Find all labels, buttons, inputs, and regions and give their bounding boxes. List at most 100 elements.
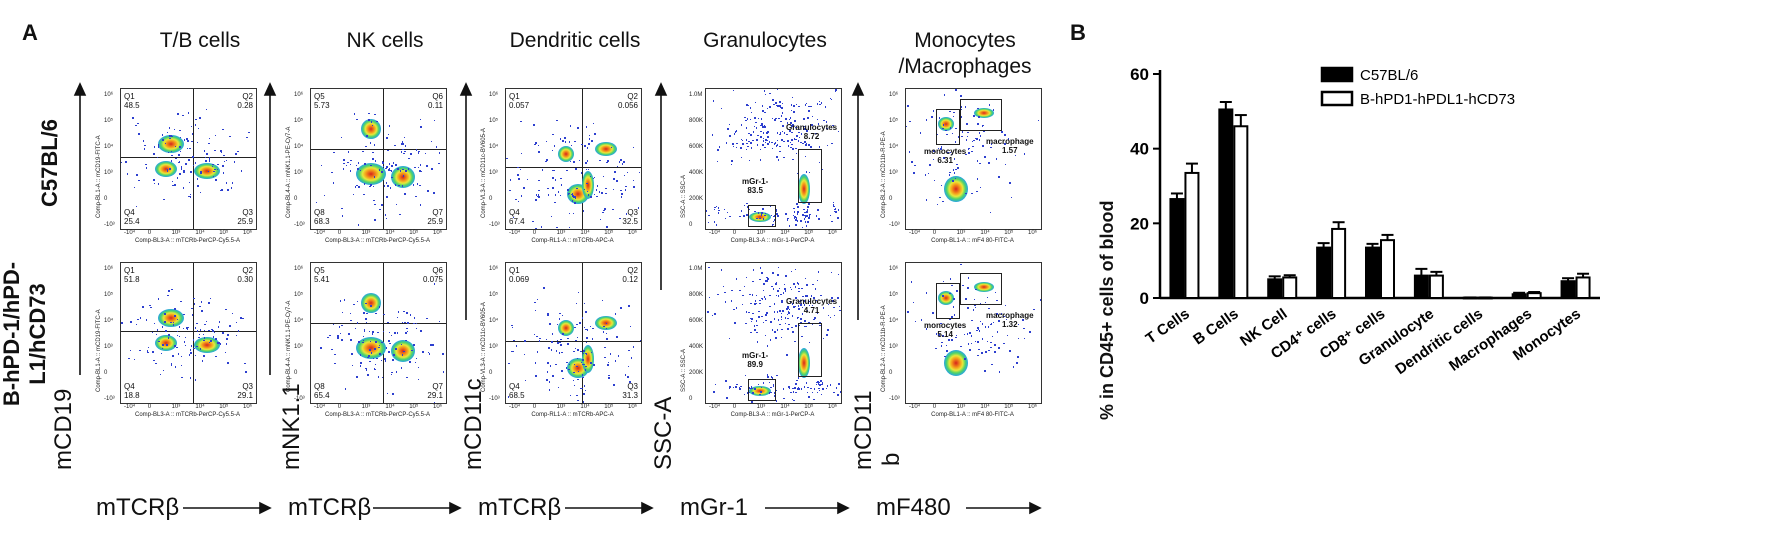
x-tick-label: 10³	[956, 404, 966, 410]
event-dot	[820, 294, 822, 297]
flow-plot-mo-humanized: monocytes 5.14 macrophage 1.32	[905, 262, 1042, 404]
event-dot	[813, 318, 815, 321]
event-dot	[163, 198, 165, 201]
event-dot	[226, 338, 228, 340]
event-dot	[1037, 119, 1040, 122]
event-dot	[953, 111, 955, 114]
event-dot	[776, 143, 779, 146]
density-cluster	[158, 309, 184, 327]
event-dot	[200, 172, 202, 175]
event-dot	[789, 130, 791, 132]
event-dot	[826, 385, 829, 387]
event-dot	[404, 321, 406, 324]
event-dot	[176, 330, 179, 333]
event-dot	[756, 324, 758, 327]
event-dot	[538, 196, 540, 198]
event-dot	[180, 166, 183, 168]
event-dot	[427, 190, 429, 192]
event-dot	[535, 375, 537, 377]
event-dot	[793, 105, 795, 107]
event-dot	[777, 319, 780, 321]
y-tick-label: 20	[1130, 214, 1149, 233]
event-dot	[795, 147, 797, 150]
event-dot	[620, 307, 622, 309]
event-dot	[978, 348, 980, 351]
event-dot	[175, 157, 177, 160]
event-dot	[821, 383, 823, 386]
y-tick-label: 10⁵	[489, 118, 499, 124]
xlabel-dc: mTCRβ	[478, 494, 562, 521]
event-dot	[420, 126, 422, 128]
y-tick-label: 800K	[689, 292, 704, 298]
event-dot	[562, 333, 564, 335]
event-dot	[787, 307, 790, 309]
event-dot	[369, 340, 372, 343]
event-dot	[955, 127, 957, 130]
event-dot	[805, 171, 808, 173]
event-dot	[981, 125, 984, 128]
event-dot	[203, 337, 206, 339]
event-dot	[195, 118, 197, 121]
event-dot	[972, 309, 975, 311]
event-dot	[973, 115, 975, 117]
event-dot	[405, 332, 407, 334]
event-dot	[401, 185, 404, 187]
xlabel-nk: mTCRβ	[288, 494, 372, 521]
event-dot	[385, 347, 388, 349]
event-dot	[724, 301, 727, 303]
flow-plot-mo-c57: monocytes 6.31 macrophage 1.57	[905, 88, 1042, 230]
event-dot	[740, 138, 743, 141]
event-dot	[977, 107, 979, 110]
event-dot	[547, 187, 549, 190]
density-cluster	[558, 146, 574, 162]
event-dot	[732, 89, 735, 92]
event-dot	[751, 387, 753, 390]
event-dot	[798, 105, 800, 108]
density-cluster	[595, 142, 617, 156]
event-dot	[762, 132, 765, 134]
event-dot	[791, 131, 793, 134]
event-dot	[789, 301, 792, 303]
event-dot	[196, 330, 199, 332]
event-dot	[344, 388, 347, 390]
event-dot	[940, 148, 942, 150]
x-tick-label: 10⁴	[195, 404, 205, 410]
event-dot	[410, 153, 412, 155]
event-dot	[969, 332, 971, 334]
col-title-mo: Monocytes /Macrophages	[898, 29, 1032, 78]
plot-y-axis-title: Comp-BL1-A :: mCD19-FITC-A	[96, 135, 102, 218]
event-dot	[759, 302, 761, 305]
event-dot	[973, 139, 975, 142]
granulocyte-gate-label: Granulocytes 8.72	[786, 123, 838, 141]
event-dot	[761, 123, 763, 125]
event-dot	[536, 298, 539, 301]
quadrant-line-horizontal	[506, 341, 641, 342]
event-dot	[807, 302, 809, 304]
y-tick-label: 10⁴	[489, 144, 499, 150]
event-dot	[417, 378, 420, 381]
granulocyte-gate-label: Granulocytes 4.71	[786, 297, 838, 315]
event-dot	[957, 167, 959, 170]
event-dot	[337, 335, 339, 337]
event-dot	[387, 185, 389, 187]
event-dot	[803, 118, 805, 120]
event-dot	[759, 217, 761, 220]
event-dot	[762, 289, 765, 292]
event-dot	[578, 159, 581, 162]
x-tick-label: 10⁵	[409, 230, 419, 236]
event-dot	[391, 371, 393, 374]
event-dot	[235, 334, 238, 337]
gr1-negative-gate	[748, 379, 776, 401]
event-dot	[722, 285, 725, 288]
event-dot	[224, 351, 227, 354]
event-dot	[186, 327, 188, 329]
event-dot	[756, 139, 758, 141]
event-dot	[749, 387, 752, 390]
event-dot	[387, 321, 389, 323]
event-dot	[761, 298, 764, 300]
event-dot	[964, 358, 966, 360]
event-dot	[633, 186, 635, 188]
y-tick-label: 40	[1130, 140, 1149, 159]
y-tick-label: 10⁴	[104, 144, 114, 150]
event-dot	[155, 333, 158, 336]
